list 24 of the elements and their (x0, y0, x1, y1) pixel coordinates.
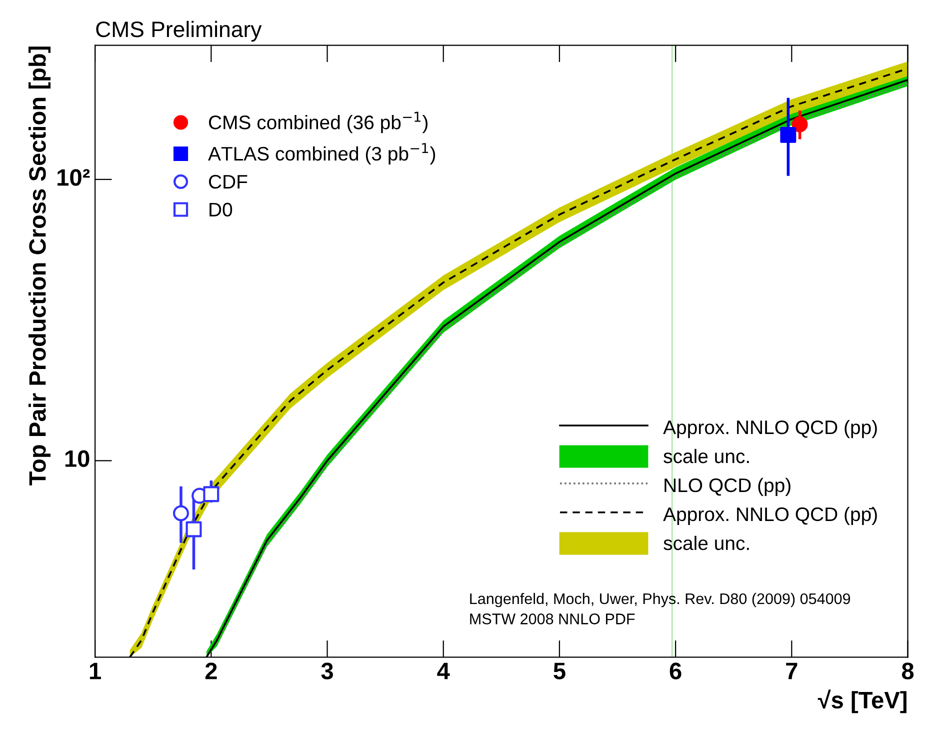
legend-label: Approx. NNLO QCD (pp̄) (663, 506, 877, 525)
x-tick-label: 3 (321, 662, 333, 680)
legend-label: CMS combined (36 pb$^{−1}$) (208, 112, 428, 134)
legend-label: ATLAS combined (3 pb$^{−1}$) (208, 143, 436, 164)
annotation: Langenfeld, Moch, Uwer, Phys. Rev. D80 (2009) 054009 (470, 592, 850, 608)
legend-label: NLO QCD (pp) (664, 478, 790, 496)
x-tick-label: 7 (786, 662, 798, 680)
legend-label: scale unc. (664, 536, 749, 550)
y-tick-label: 10² (58, 169, 90, 186)
x-tick-label: 6 (670, 662, 682, 680)
legend-label: CDF (208, 174, 248, 189)
legend-label: scale unc. (664, 448, 749, 464)
annotation: MSTW 2008 NNLO PDF (470, 614, 635, 624)
x-tick-label: 8 (902, 662, 914, 680)
legend-label: Approx. NNLO QCD (pp) (663, 420, 877, 438)
x-tick-label: 1 (90, 662, 101, 680)
x-tick-label: 2 (205, 662, 217, 680)
legend-label: D0 (210, 202, 232, 217)
y-axis-title: Top Pair Production Cross Section [pb] (28, 46, 51, 486)
x-tick-label: 4 (437, 662, 450, 680)
x-tick-label: 5 (554, 662, 566, 680)
x-axis-title: √s [TeV] (818, 690, 906, 714)
chart-title: CMS Preliminary (96, 20, 262, 42)
y-tick-label: 10 (65, 450, 90, 467)
